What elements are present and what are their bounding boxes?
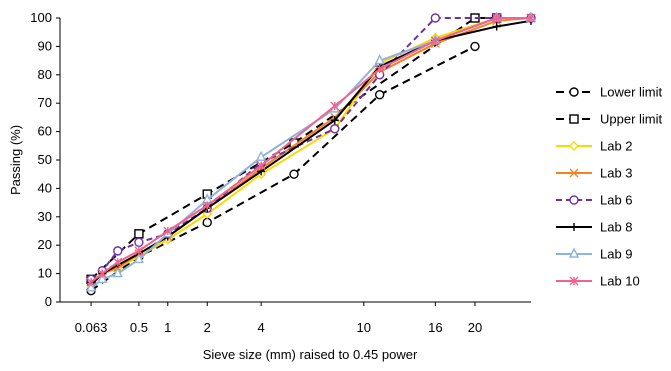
data-point <box>374 89 385 100</box>
legend-marker <box>570 223 578 231</box>
y-tick-label: 10 <box>38 266 52 281</box>
legend-entry: Lab 2 <box>556 139 633 154</box>
x-tick-label: 16 <box>428 320 442 335</box>
legend-label: Lab 10 <box>600 274 640 289</box>
data-point <box>492 22 501 31</box>
data-point <box>375 64 385 74</box>
legend-label: Lab 6 <box>600 193 633 208</box>
series-line <box>90 17 531 281</box>
x-tick-label: 20 <box>468 320 482 335</box>
data-point <box>85 281 97 292</box>
legend-entry: Lab 9 <box>556 247 633 262</box>
legend-entry: Lab 6 <box>556 193 633 208</box>
y-tick-label: 70 <box>38 95 52 110</box>
x-tick-label: 10 <box>357 320 371 335</box>
series-lab-2 <box>86 13 536 290</box>
series-line <box>90 19 532 286</box>
data-point <box>113 257 123 267</box>
legend-marker <box>569 141 579 151</box>
data-point <box>526 13 536 23</box>
data-point <box>256 150 267 161</box>
series-lower-limit <box>86 41 480 296</box>
legend-marker <box>569 195 579 205</box>
series-lab-6 <box>86 13 536 284</box>
x-tick-label: 0.063 <box>75 320 108 335</box>
y-axis-title: Passing (%) <box>8 125 23 195</box>
data-point <box>330 124 340 134</box>
data-point <box>430 36 440 46</box>
y-tick-label: 40 <box>38 180 52 195</box>
data-point <box>374 54 385 65</box>
legend-entry: Lab 8 <box>556 220 633 235</box>
legend-label: Upper limit <box>600 112 663 127</box>
y-tick-label: 0 <box>45 294 52 309</box>
x-tick-label: 0.5 <box>130 320 148 335</box>
data-point <box>86 277 96 287</box>
legend-entry: Lab 3 <box>556 166 633 181</box>
x-tick-label: 2 <box>204 320 211 335</box>
legend-marker <box>569 276 579 286</box>
data-point <box>256 161 266 171</box>
x-tick-label: 4 <box>258 320 265 335</box>
data-point <box>430 13 441 23</box>
legend-label: Lab 9 <box>600 247 633 262</box>
data-point <box>113 246 123 256</box>
data-point <box>202 200 212 210</box>
data-point <box>163 226 173 236</box>
y-tick-label: 50 <box>38 152 52 167</box>
series-lab-10 <box>86 13 536 287</box>
y-tick-label: 90 <box>38 38 52 53</box>
series-lab-9 <box>85 11 537 292</box>
y-tick-label: 20 <box>38 237 52 252</box>
legend-marker <box>569 114 579 124</box>
series-line <box>90 17 531 286</box>
data-point <box>133 252 145 264</box>
data-point <box>470 41 480 52</box>
series-line <box>90 17 532 283</box>
y-tick-label: 30 <box>38 209 52 224</box>
legend-marker <box>569 168 579 178</box>
data-point <box>330 101 340 111</box>
data-point <box>112 267 123 278</box>
legend-entry: Upper limit <box>556 112 663 127</box>
data-point <box>134 246 144 256</box>
legend-label: Lower limit <box>600 85 663 100</box>
data-point <box>492 13 502 23</box>
x-axis-title: Sieve size (mm) raised to 0.45 power <box>203 347 418 362</box>
legend-entry: Lab 10 <box>556 274 640 289</box>
series-line <box>90 45 476 292</box>
legend-label: Lab 2 <box>600 139 633 154</box>
legend-marker <box>569 87 579 97</box>
data-point <box>134 237 144 248</box>
y-tick-label: 60 <box>38 124 52 139</box>
legend-label: Lab 3 <box>600 166 633 181</box>
y-tick-label: 80 <box>38 67 52 82</box>
data-point <box>97 272 108 283</box>
data-point <box>330 116 339 125</box>
y-tick-label: 100 <box>30 10 52 25</box>
data-point <box>97 269 107 279</box>
legend-entry: Lower limit <box>556 85 663 100</box>
x-tick-label: 1 <box>164 320 171 335</box>
data-point <box>202 217 212 228</box>
legend-label: Lab 8 <box>600 220 633 235</box>
data-point <box>289 169 299 179</box>
legend-marker <box>568 247 580 258</box>
data-point <box>134 229 144 239</box>
